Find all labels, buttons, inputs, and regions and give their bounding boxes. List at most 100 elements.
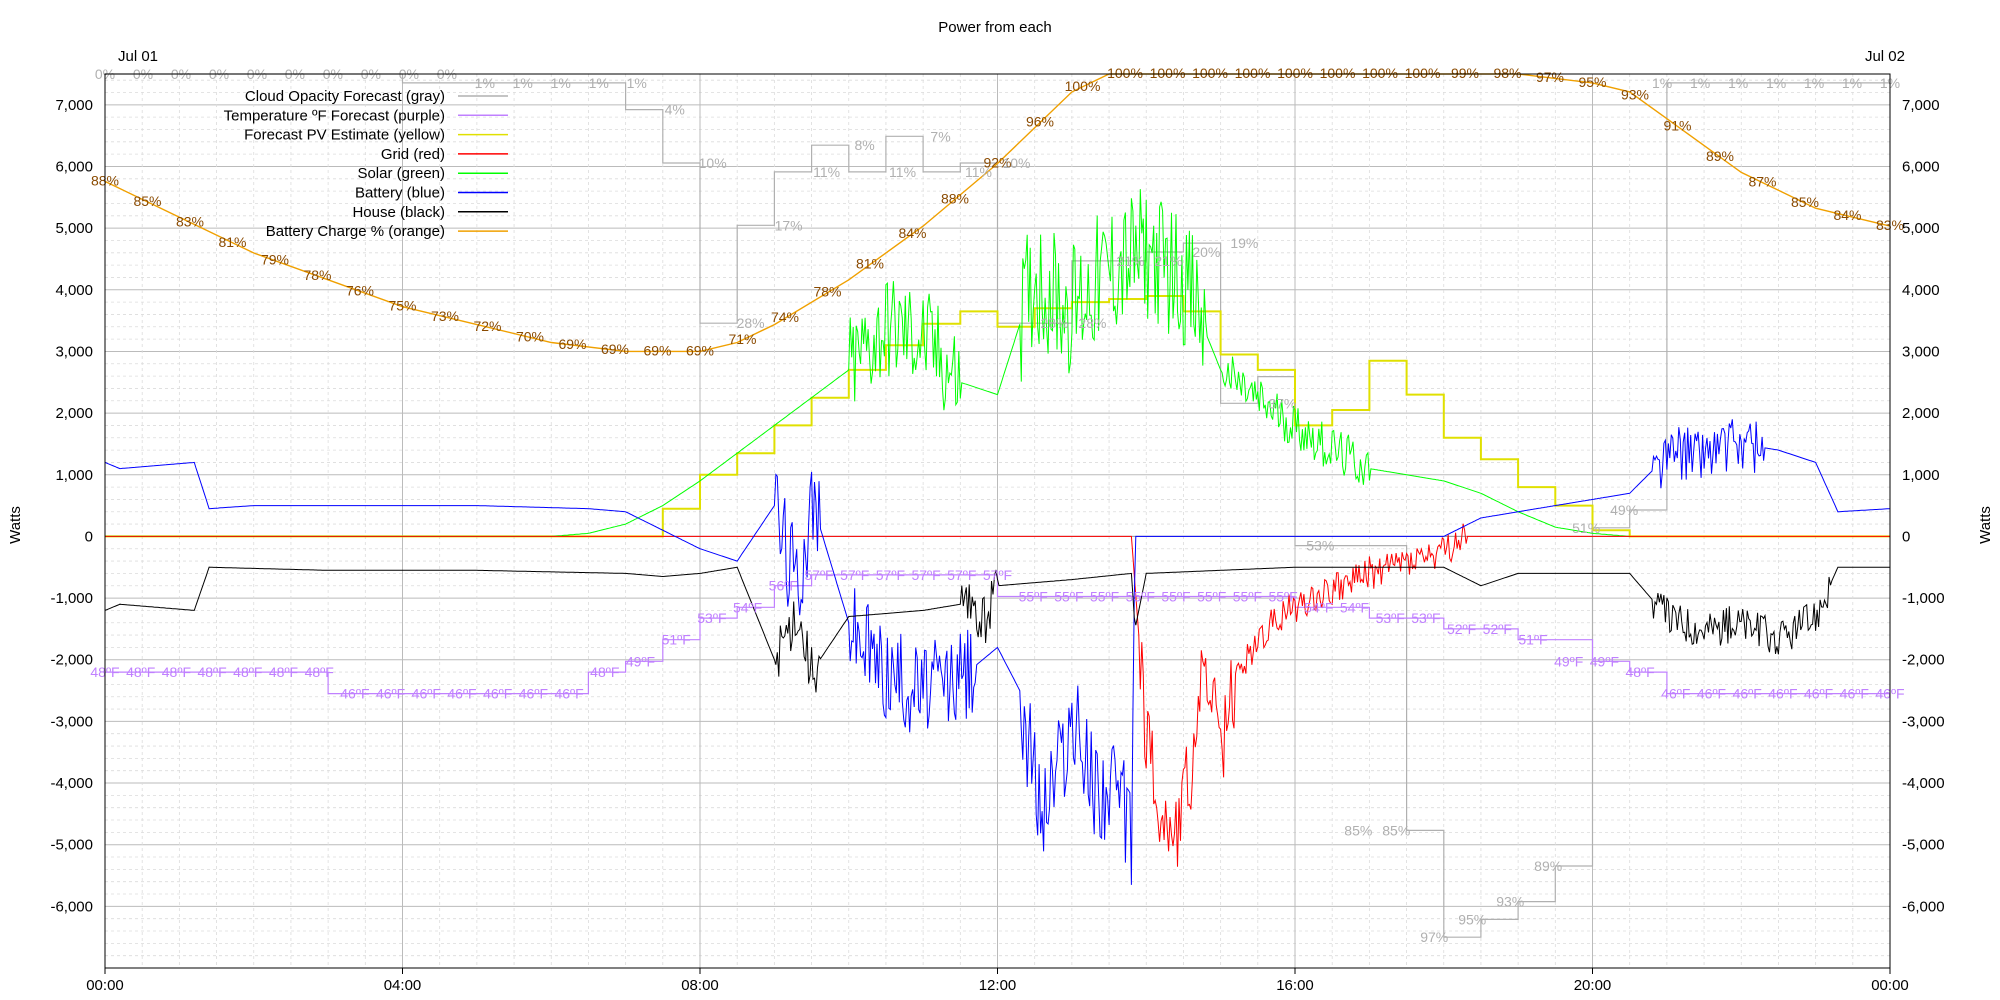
battery-charge-label: 85% (1791, 194, 1819, 210)
battery-charge-label: 72% (473, 318, 501, 334)
cloud-opacity-label: 37% (1268, 395, 1296, 411)
y-tick-label-left: -4,000 (50, 775, 93, 792)
y-tick-label-right: -5,000 (1902, 837, 1945, 854)
temperature-label: 46ºF (376, 686, 405, 702)
battery-charge-label: 70% (516, 328, 544, 344)
temperature-label: 51ºF (1518, 632, 1547, 648)
chart-title: Power from each (938, 19, 1051, 36)
legend-label: Solar (green) (357, 165, 445, 182)
battery-charge-label: 89% (1706, 148, 1734, 164)
y-axis-label-right: Watts (1977, 506, 1994, 544)
y-tick-label-left: -5,000 (50, 837, 93, 854)
temperature-label: 55ºF (1054, 589, 1083, 605)
cloud-opacity-label: 28% (1040, 315, 1068, 331)
y-tick-label-right: 7,000 (1902, 97, 1940, 114)
temperature-label: 48ºF (197, 664, 226, 680)
y-tick-label-right: -1,000 (1902, 590, 1945, 607)
temperature-label: 52ºF (1447, 621, 1476, 637)
battery-charge-label: 78% (813, 284, 841, 300)
temperature-label: 55ºF (1019, 589, 1048, 605)
temperature-label: 53ºF (1411, 610, 1440, 626)
cloud-opacity-label: 11% (889, 164, 916, 180)
temperature-label: 46ºF (519, 686, 548, 702)
temperature-label: 57ºF (983, 567, 1012, 583)
x-tick-label: 08:00 (681, 977, 719, 994)
temperature-label: 46ºF (1768, 686, 1797, 702)
y-tick-label-left: -2,000 (50, 652, 93, 669)
cloud-opacity-label: 11% (965, 164, 992, 180)
battery-charge-label: 81% (856, 256, 884, 272)
temperature-label: 55ºF (1197, 589, 1226, 605)
cloud-opacity-label: 19% (1230, 235, 1258, 251)
series-house (104, 566, 1890, 693)
battery-charge-label: 81% (218, 234, 246, 250)
battery-charge-label: 95% (1578, 74, 1606, 90)
battery-charge-label: 100% (1192, 65, 1228, 81)
series-grid (105, 523, 1890, 867)
x-tick-label: 00:00 (1871, 977, 1909, 994)
temperature-label: 46ºF (1840, 686, 1869, 702)
battery-charge-label: 88% (941, 190, 969, 206)
y-axis-label-left: Watts (7, 506, 24, 544)
y-tick-label-left: 3,000 (55, 343, 93, 360)
cloud-opacity-label: 95% (1458, 911, 1486, 927)
temperature-label: 55ºF (1126, 589, 1155, 605)
temperature-label: 48ºF (305, 664, 334, 680)
temperature-label: 57ºF (947, 567, 976, 583)
temperature-label: 49ºF (1554, 653, 1583, 669)
series-solar (105, 189, 1630, 537)
y-tick-label-left: -6,000 (50, 898, 93, 915)
cloud-opacity-label: 1% (1652, 75, 1672, 91)
x-tick-label: 12:00 (979, 977, 1017, 994)
cloud-opacity-label: 97% (1420, 929, 1448, 945)
y-tick-label-right: 5,000 (1902, 220, 1940, 237)
y-tick-label-right: -3,000 (1902, 713, 1945, 730)
legend-label: House (black) (352, 204, 445, 221)
x-tick-label: 04:00 (384, 977, 422, 994)
cloud-opacity-label: 7% (930, 128, 950, 144)
temperature-label: 51ºF (662, 632, 691, 648)
temperature-label: 56ºF (769, 578, 798, 594)
battery-charge-label: 69% (601, 341, 629, 357)
battery-charge-label: 93% (1621, 87, 1649, 103)
battery-charge-label: 69% (558, 336, 586, 352)
cloud-opacity-label: 20% (1192, 244, 1220, 260)
battery-charge-label: 99% (1451, 65, 1479, 81)
temperature-label: 48ºF (1625, 664, 1654, 680)
temperature-label: 55ºF (1161, 589, 1190, 605)
battery-charge-label: 78% (303, 267, 331, 283)
battery-charge-label: 100% (1107, 65, 1143, 81)
battery-charge-label: 96% (1026, 114, 1054, 130)
y-tick-label-left: 1,000 (55, 467, 93, 484)
y-tick-label-right: -4,000 (1902, 775, 1945, 792)
x-tick-label: 00:00 (86, 977, 124, 994)
battery-charge-label: 69% (643, 342, 671, 358)
cloud-opacity-label: 1% (1804, 75, 1824, 91)
battery-charge-label: 98% (1493, 65, 1521, 81)
cloud-opacity-label: 1% (475, 75, 495, 91)
temperature-label: 57ºF (911, 567, 940, 583)
temperature-label: 46ºF (447, 686, 476, 702)
battery-charge-label: 73% (431, 308, 459, 324)
y-tick-label-right: 2,000 (1902, 405, 1940, 422)
x-tick-label: 16:00 (1276, 977, 1314, 994)
temperature-label: 54ºF (733, 599, 762, 615)
series-battery (104, 419, 1891, 885)
temperature-label: 49ºF (626, 653, 655, 669)
cloud-opacity-label: 49% (1610, 502, 1638, 518)
battery-charge-label: 92% (983, 154, 1011, 170)
cloud-opacity-label: 4% (665, 102, 685, 118)
cloud-opacity-label: 51% (1572, 520, 1600, 536)
y-tick-label-right: -2,000 (1902, 652, 1945, 669)
y-tick-label-left: 2,000 (55, 405, 93, 422)
temperature-label: 46ºF (554, 686, 583, 702)
temperature-label: 54ºF (1304, 599, 1333, 615)
cloud-opacity-label: 17% (775, 217, 803, 233)
temperature-label: 57ºF (876, 567, 905, 583)
temperature-label: 55ºF (1233, 589, 1262, 605)
battery-charge-label: 75% (388, 298, 416, 314)
cloud-opacity-label: 1% (1842, 75, 1862, 91)
legend-label: Forecast PV Estimate (yellow) (244, 127, 445, 144)
cloud-opacity-label: 1% (589, 75, 609, 91)
y-tick-label-left: -1,000 (50, 590, 93, 607)
